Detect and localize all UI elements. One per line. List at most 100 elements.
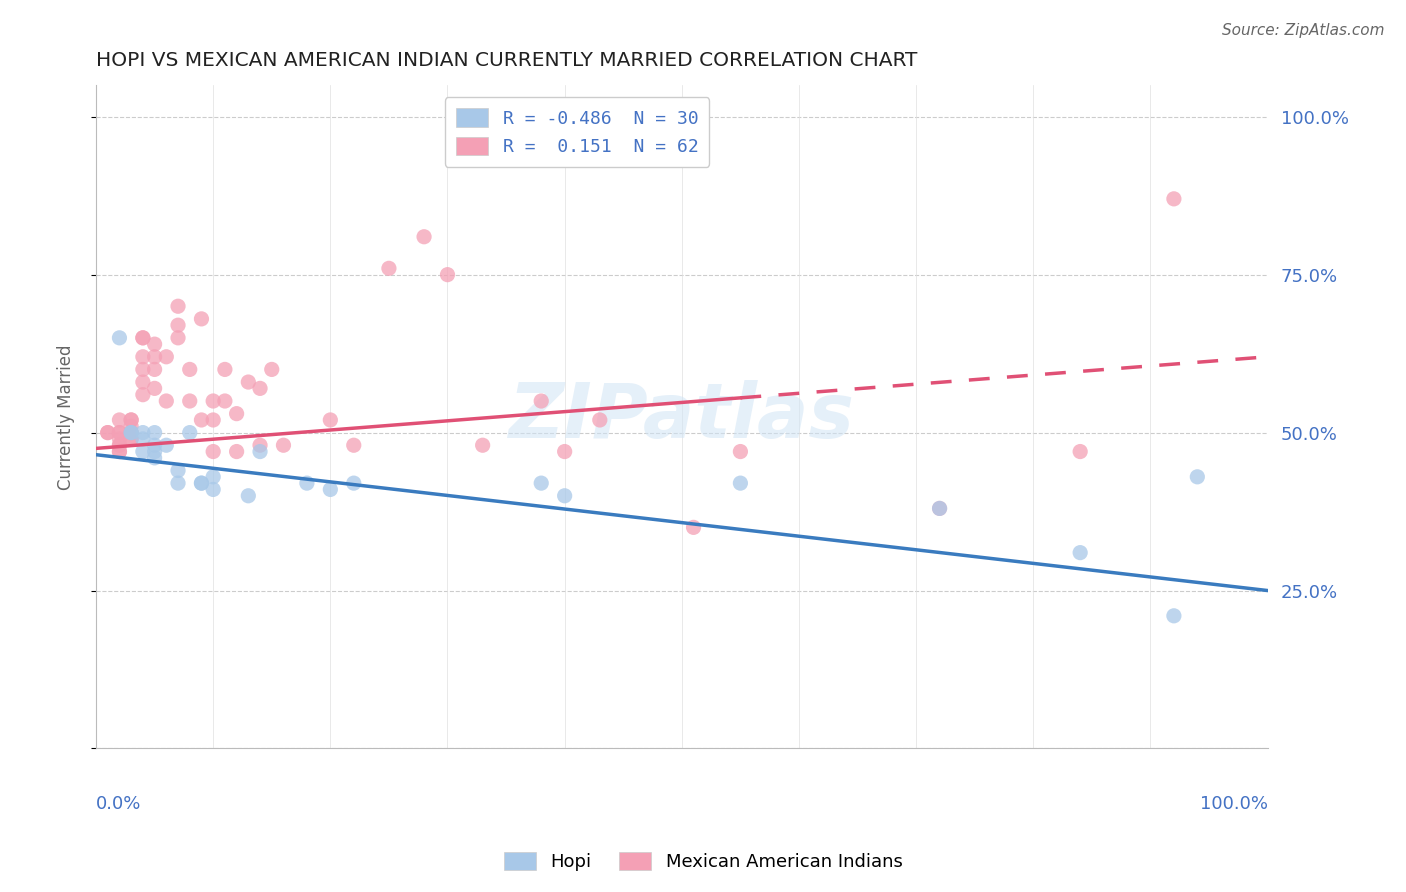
Point bbox=[143, 362, 166, 376]
Point bbox=[108, 425, 131, 440]
Point bbox=[108, 438, 131, 452]
Point bbox=[120, 413, 142, 427]
Point bbox=[471, 438, 494, 452]
Point bbox=[190, 476, 212, 491]
Point bbox=[132, 350, 155, 364]
Point bbox=[1163, 192, 1185, 206]
Point bbox=[273, 438, 295, 452]
Point bbox=[143, 350, 166, 364]
Point bbox=[179, 362, 201, 376]
Point bbox=[132, 387, 155, 401]
Point bbox=[155, 350, 177, 364]
Point bbox=[225, 444, 247, 458]
Text: HOPI VS MEXICAN AMERICAN INDIAN CURRENTLY MARRIED CORRELATION CHART: HOPI VS MEXICAN AMERICAN INDIAN CURRENTL… bbox=[96, 51, 917, 70]
Point bbox=[143, 381, 166, 395]
Point bbox=[108, 438, 131, 452]
Point bbox=[190, 311, 212, 326]
Point bbox=[530, 476, 553, 491]
Point bbox=[190, 476, 212, 491]
Point bbox=[155, 438, 177, 452]
Point bbox=[120, 425, 142, 440]
Point bbox=[238, 375, 260, 389]
Point bbox=[97, 425, 120, 440]
Point bbox=[436, 268, 458, 282]
Point bbox=[167, 463, 190, 477]
Point bbox=[120, 432, 142, 446]
Point bbox=[249, 444, 271, 458]
Point bbox=[249, 438, 271, 452]
Point bbox=[179, 394, 201, 409]
Point bbox=[413, 229, 436, 244]
Point bbox=[143, 444, 166, 458]
Point bbox=[730, 476, 752, 491]
Point bbox=[202, 470, 225, 484]
Point bbox=[1187, 470, 1209, 484]
Point bbox=[167, 476, 190, 491]
Point bbox=[120, 432, 142, 446]
Point bbox=[928, 501, 950, 516]
Text: ZIPatlas: ZIPatlas bbox=[509, 380, 855, 454]
Point bbox=[120, 425, 142, 440]
Point bbox=[249, 381, 271, 395]
Point bbox=[1163, 608, 1185, 623]
Point bbox=[589, 413, 612, 427]
Point bbox=[167, 299, 190, 313]
Point bbox=[378, 261, 401, 276]
Point bbox=[155, 394, 177, 409]
Point bbox=[319, 413, 342, 427]
Y-axis label: Currently Married: Currently Married bbox=[58, 344, 75, 490]
Point bbox=[319, 483, 342, 497]
Point bbox=[202, 413, 225, 427]
Point bbox=[97, 425, 120, 440]
Point bbox=[1069, 444, 1091, 458]
Point bbox=[108, 331, 131, 345]
Point bbox=[120, 425, 142, 440]
Point bbox=[730, 444, 752, 458]
Point bbox=[132, 362, 155, 376]
Point bbox=[108, 444, 131, 458]
Point bbox=[132, 375, 155, 389]
Legend: R = -0.486  N = 30, R =  0.151  N = 62: R = -0.486 N = 30, R = 0.151 N = 62 bbox=[444, 97, 709, 167]
Point bbox=[214, 394, 236, 409]
Point bbox=[108, 432, 131, 446]
Point bbox=[108, 444, 131, 458]
Point bbox=[530, 394, 553, 409]
Point bbox=[260, 362, 283, 376]
Point bbox=[1069, 546, 1091, 560]
Point bbox=[202, 483, 225, 497]
Point bbox=[554, 489, 576, 503]
Text: 100.0%: 100.0% bbox=[1199, 795, 1268, 813]
Point bbox=[682, 520, 704, 534]
Point bbox=[225, 407, 247, 421]
Point bbox=[120, 413, 142, 427]
Point bbox=[343, 438, 366, 452]
Legend: Hopi, Mexican American Indians: Hopi, Mexican American Indians bbox=[496, 845, 910, 879]
Point bbox=[108, 413, 131, 427]
Point bbox=[132, 331, 155, 345]
Point bbox=[190, 413, 212, 427]
Point bbox=[214, 362, 236, 376]
Point bbox=[120, 419, 142, 434]
Point bbox=[143, 438, 166, 452]
Point bbox=[132, 331, 155, 345]
Point bbox=[167, 318, 190, 333]
Point bbox=[554, 444, 576, 458]
Point bbox=[143, 425, 166, 440]
Text: Source: ZipAtlas.com: Source: ZipAtlas.com bbox=[1222, 23, 1385, 38]
Point bbox=[167, 331, 190, 345]
Point bbox=[343, 476, 366, 491]
Point bbox=[132, 444, 155, 458]
Point bbox=[132, 425, 155, 440]
Point bbox=[108, 425, 131, 440]
Text: 0.0%: 0.0% bbox=[96, 795, 142, 813]
Point bbox=[238, 489, 260, 503]
Point bbox=[120, 425, 142, 440]
Point bbox=[143, 450, 166, 465]
Point bbox=[132, 432, 155, 446]
Point bbox=[143, 337, 166, 351]
Point bbox=[202, 444, 225, 458]
Point bbox=[295, 476, 318, 491]
Point bbox=[928, 501, 950, 516]
Point bbox=[202, 394, 225, 409]
Point bbox=[179, 425, 201, 440]
